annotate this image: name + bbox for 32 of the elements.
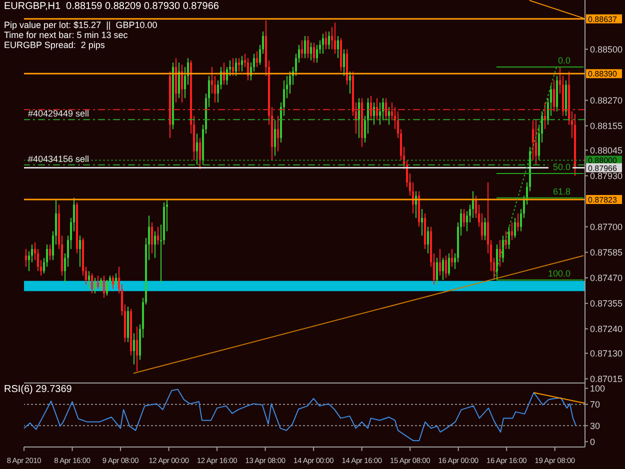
ref-line-label: #40429449 sell: [28, 108, 90, 119]
y-tick-label: 30: [590, 420, 600, 431]
ref-line-label: #40434156 sell: [28, 154, 90, 164]
ref-line-label: 0.88390: [588, 70, 618, 79]
y-tick-label: 0.88500: [590, 44, 623, 54]
y-tick-label: 0.87470: [590, 273, 623, 284]
y-tick-label: 0.88045: [590, 145, 623, 156]
series-label: 0.0: [558, 56, 570, 66]
y-tick-label: 0.87585: [590, 247, 623, 258]
y-tick-label: 0.87130: [590, 348, 623, 358]
series-label: 50.0: [552, 162, 570, 172]
y-tick-label: 0.88155: [590, 121, 623, 132]
y-tick-label: 70: [590, 400, 600, 410]
y-tick-label: 0.87930: [590, 170, 623, 181]
ref-line-label: 0.88000: [588, 156, 618, 166]
y-tick-label: 0: [590, 436, 596, 447]
y-tick-label: 100: [590, 384, 606, 394]
chart-title: EURGBP,H1 0.88159 0.88209 0.87930 0.87966: [4, 1, 219, 12]
chart-title: RSI(6) 29.7369: [4, 384, 72, 395]
y-tick-label: 0.87700: [590, 222, 623, 232]
annotation: Pip value per lot: $15.27 || GBP10.00: [4, 20, 158, 30]
y-tick-label: 0.87015: [590, 374, 623, 384]
ref-line-label: 0.87823: [588, 195, 618, 204]
series-label: 100.0: [548, 268, 570, 279]
y-tick-label: 0.87355: [590, 298, 623, 309]
y-tick-label: 0.87240: [590, 324, 623, 334]
series-label: 61.8: [552, 186, 570, 196]
ref-line-label: 0.87966: [588, 164, 618, 173]
annotation: Time for next bar: 5 min 13 sec: [4, 30, 128, 40]
y-tick-label: 0.88270: [590, 95, 623, 106]
annotation: EURGBP Spread: 2 pips: [4, 40, 105, 50]
ref-line-label: 0.88637: [588, 14, 618, 24]
